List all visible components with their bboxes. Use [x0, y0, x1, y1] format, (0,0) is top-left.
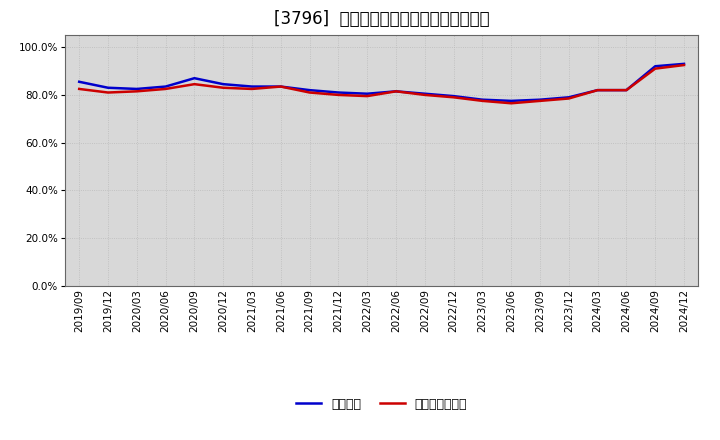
固定比率: [651, 64, 660, 69]
固定比率: [219, 81, 228, 87]
固定比率: [104, 85, 112, 90]
固定比率: [564, 95, 573, 100]
固定比率: [132, 86, 141, 92]
固定比率: [680, 61, 688, 66]
固定比率: [593, 88, 602, 93]
固定比率: [392, 89, 400, 94]
固定比率: [622, 88, 631, 93]
固定長期適合率: [651, 66, 660, 71]
固定長期適合率: [248, 86, 256, 92]
固定比率: [478, 97, 487, 103]
固定長期適合率: [161, 86, 170, 92]
固定比率: [507, 98, 516, 103]
固定長期適合率: [305, 90, 314, 95]
Legend: 固定比率, 固定長期適合率: 固定比率, 固定長期適合率: [296, 398, 467, 411]
固定比率: [305, 88, 314, 93]
固定比率: [248, 84, 256, 89]
固定長期適合率: [449, 95, 458, 100]
固定比率: [276, 84, 285, 89]
固定長期適合率: [564, 96, 573, 101]
固定長期適合率: [75, 86, 84, 92]
固定長期適合率: [392, 89, 400, 94]
固定長期適合率: [507, 101, 516, 106]
固定長期適合率: [622, 88, 631, 93]
Line: 固定比率: 固定比率: [79, 64, 684, 101]
固定長期適合率: [593, 88, 602, 93]
固定比率: [449, 93, 458, 99]
固定比率: [75, 79, 84, 84]
固定比率: [363, 91, 372, 96]
Line: 固定長期適合率: 固定長期適合率: [79, 65, 684, 103]
固定比率: [420, 91, 429, 96]
固定長期適合率: [420, 92, 429, 98]
固定長期適合率: [363, 93, 372, 99]
固定長期適合率: [219, 85, 228, 90]
固定長期適合率: [276, 84, 285, 89]
Title: [3796]  固定比率、固定長期適合率の推移: [3796] 固定比率、固定長期適合率の推移: [274, 10, 490, 28]
固定長期適合率: [680, 62, 688, 68]
固定比率: [334, 90, 343, 95]
固定長期適合率: [536, 98, 544, 103]
固定長期適合率: [132, 89, 141, 94]
固定比率: [161, 84, 170, 89]
固定長期適合率: [478, 98, 487, 103]
固定比率: [190, 76, 199, 81]
固定長期適合率: [334, 92, 343, 98]
固定比率: [536, 97, 544, 103]
固定長期適合率: [190, 81, 199, 87]
固定長期適合率: [104, 90, 112, 95]
